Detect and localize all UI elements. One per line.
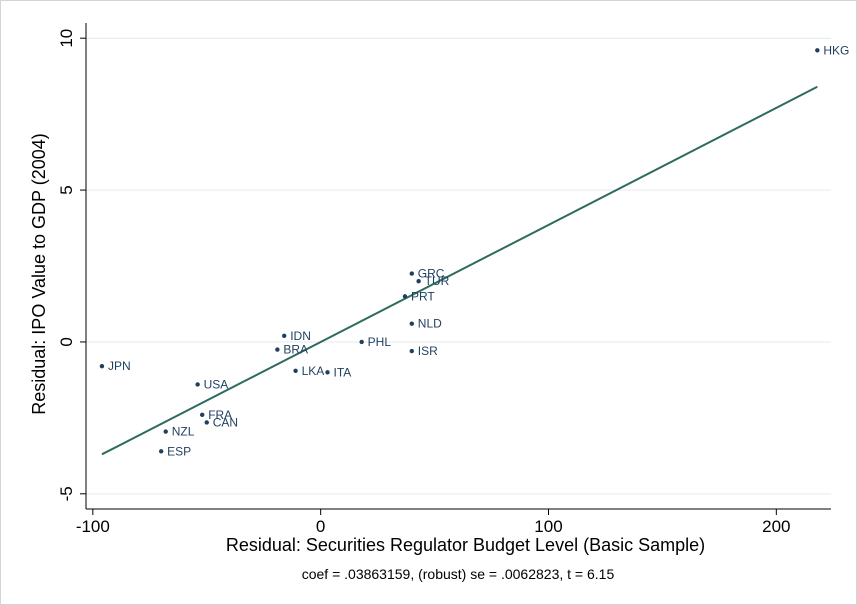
data-point — [99, 364, 105, 369]
x-axis-title: Residual: Securities Regulator Budget Le… — [226, 535, 705, 555]
x-tick-label: -100 — [76, 517, 110, 536]
data-point — [409, 271, 414, 276]
data-point — [199, 412, 205, 418]
x-tick-label: 100 — [534, 517, 562, 536]
point-label: ISR — [418, 344, 438, 358]
axes: -5 0 5 10 -100 0 100 200 — [57, 23, 831, 536]
y-tick-label: 0 — [57, 337, 76, 346]
x-tick-label: 0 — [316, 517, 325, 536]
y-tick-label: 10 — [57, 29, 76, 48]
point-label: IDN — [290, 329, 311, 343]
data-point — [195, 382, 200, 387]
y-axis-title: Residual: IPO Value to GDP (2004) — [29, 133, 49, 414]
point-label: NZL — [172, 425, 195, 439]
data-point — [325, 370, 330, 375]
x-tick-label: 200 — [762, 517, 790, 536]
point-label: HKG — [823, 43, 849, 57]
point-label: TUR — [425, 274, 450, 288]
data-point — [402, 294, 408, 299]
fit-line — [101, 85, 818, 456]
y-tick-label: -5 — [57, 486, 76, 501]
data-point — [275, 347, 280, 352]
point-label: CAN — [213, 415, 238, 429]
point-label: BRA — [283, 343, 308, 357]
data-point — [158, 449, 164, 454]
data-point — [416, 278, 421, 284]
data-point — [163, 429, 168, 434]
point-label: FRA — [208, 408, 232, 422]
data-point — [409, 348, 414, 354]
point-label: LKA — [302, 364, 325, 378]
data-point — [409, 321, 414, 326]
data-point — [815, 48, 820, 53]
regression-note: coef = .03863159, (robust) se = .0062823… — [302, 566, 615, 582]
point-label: ITA — [333, 365, 351, 379]
data-point — [359, 339, 364, 345]
grid-lines — [86, 37, 831, 495]
point-label: USA — [204, 377, 229, 391]
point-label: PHL — [368, 335, 392, 349]
data-point — [293, 368, 298, 373]
point-label: PRT — [411, 289, 435, 303]
y-tick-label: 5 — [57, 185, 76, 194]
point-label: NLD — [418, 317, 442, 331]
data-point — [204, 420, 209, 425]
point-label: GRC — [418, 267, 445, 281]
point-label: JPN — [108, 359, 131, 373]
data-point — [282, 333, 287, 339]
point-label: ESP — [167, 444, 191, 458]
